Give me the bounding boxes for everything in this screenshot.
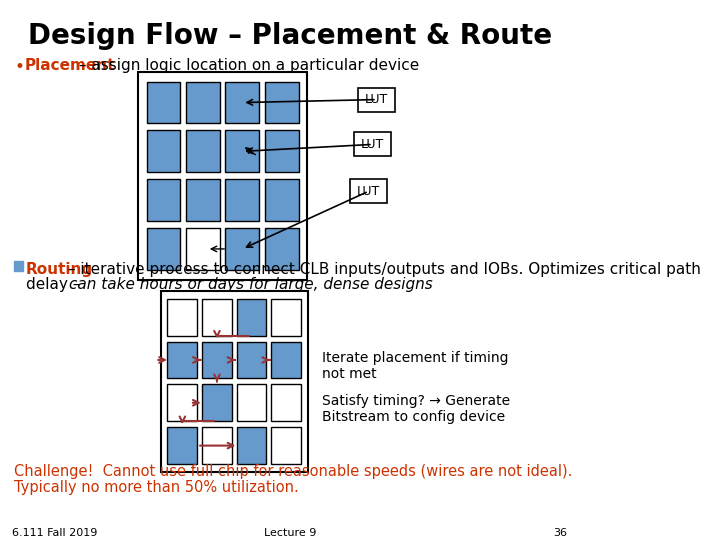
Bar — [225, 131, 259, 172]
Bar — [168, 341, 197, 379]
Bar — [271, 299, 301, 335]
Bar — [186, 179, 220, 221]
Text: – iterative process to connect CLB inputs/outputs and IOBs. Optimizes critical p: – iterative process to connect CLB input… — [63, 262, 701, 277]
Text: – assign logic location on a particular device: – assign logic location on a particular … — [74, 58, 419, 73]
Bar — [202, 341, 232, 379]
Bar — [265, 82, 299, 124]
Text: Routing: Routing — [26, 262, 93, 277]
Text: Design Flow – Placement & Route: Design Flow – Placement & Route — [28, 22, 552, 50]
Bar — [354, 132, 391, 157]
Bar — [168, 299, 197, 335]
Bar — [186, 131, 220, 172]
Bar — [147, 82, 180, 124]
Text: Satisfy timing? → Generate
Bitstream to config device: Satisfy timing? → Generate Bitstream to … — [322, 394, 510, 424]
Text: •: • — [14, 58, 24, 76]
Bar — [265, 228, 299, 270]
Bar — [350, 179, 387, 203]
Text: can take hours or days for large, dense designs: can take hours or days for large, dense … — [69, 277, 433, 292]
Bar — [186, 228, 220, 270]
Bar — [225, 228, 259, 270]
Bar — [147, 131, 180, 172]
Bar — [237, 341, 266, 379]
Bar — [202, 299, 232, 335]
Text: Lecture 9: Lecture 9 — [264, 528, 316, 538]
Text: LUT: LUT — [365, 93, 388, 106]
Bar — [265, 131, 299, 172]
Text: 36: 36 — [554, 528, 567, 538]
Bar — [202, 384, 232, 421]
Bar — [265, 179, 299, 221]
Bar — [271, 384, 301, 421]
Bar — [271, 427, 301, 464]
Bar — [147, 228, 180, 270]
Text: Iterate placement if timing
not met: Iterate placement if timing not met — [322, 351, 508, 381]
Bar — [186, 82, 220, 124]
Text: Placement: Placement — [24, 58, 114, 73]
Text: Challenge!  Cannot use full chip for reasonable speeds (wires are not ideal).: Challenge! Cannot use full chip for reas… — [14, 464, 573, 479]
Bar — [359, 87, 395, 112]
Text: LUT: LUT — [357, 185, 380, 198]
Bar — [138, 72, 307, 280]
Bar — [237, 384, 266, 421]
Text: 6.111 Fall 2019: 6.111 Fall 2019 — [12, 528, 97, 538]
Bar — [161, 291, 307, 472]
Bar — [225, 82, 259, 124]
Bar — [237, 427, 266, 464]
Bar — [168, 384, 197, 421]
Text: Typically no more than 50% utilization.: Typically no more than 50% utilization. — [14, 480, 300, 495]
Bar — [147, 179, 180, 221]
Text: delay –: delay – — [26, 277, 85, 292]
Text: LUT: LUT — [361, 138, 384, 151]
Bar — [202, 427, 232, 464]
Bar — [271, 341, 301, 379]
Bar — [14, 261, 22, 271]
Bar — [237, 299, 266, 335]
Bar — [168, 427, 197, 464]
Bar — [225, 179, 259, 221]
